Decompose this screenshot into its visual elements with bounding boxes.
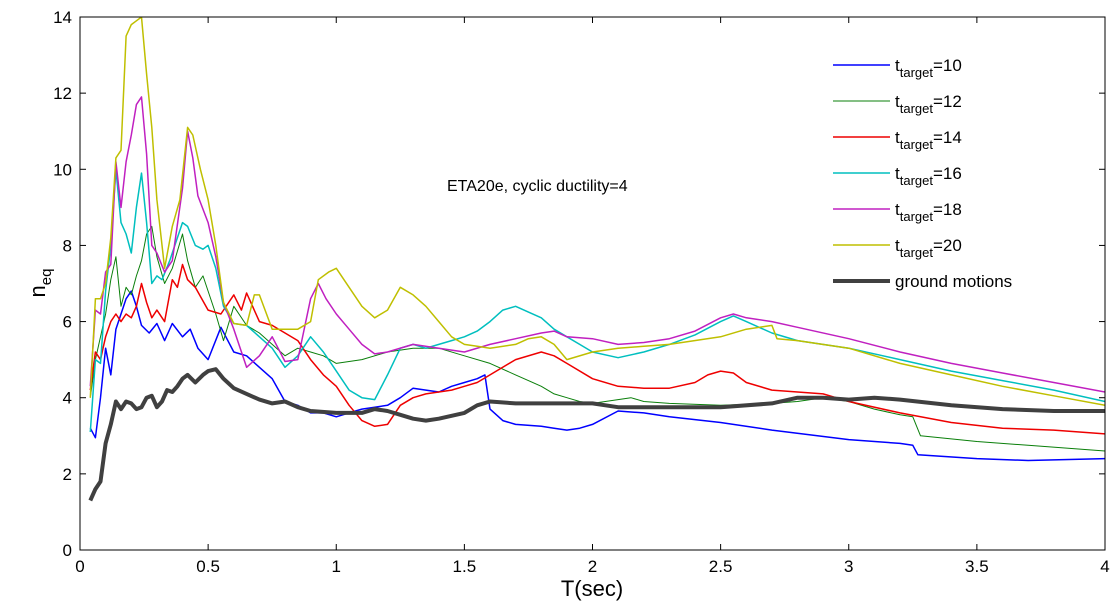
legend-label-suffix: =10 (933, 56, 962, 75)
legend-label-main: t (895, 56, 900, 75)
legend-label-sub: target (900, 209, 934, 224)
x-tick-label: 1 (332, 557, 341, 576)
legend-label-sub: target (900, 65, 934, 80)
series-layer (88, 17, 1105, 502)
legend: ttarget=10ttarget=12ttarget=14ttarget=16… (833, 56, 1012, 291)
legend-label-main: t (895, 236, 900, 255)
x-tick-label: 2.5 (709, 557, 733, 576)
legend-label-suffix: =14 (933, 128, 962, 147)
legend-label-1: ttarget=12 (895, 92, 962, 116)
x-tick-label: 0.5 (196, 557, 220, 576)
x-tick-label: 3 (844, 557, 853, 576)
legend-label-suffix: =18 (933, 200, 962, 219)
series-line-5 (89, 17, 1105, 407)
axis-ticks: 0 0.5 1 1.5 2 2.5 3 3.5 4 0 2 4 6 8 10 12 14 (53, 8, 1110, 576)
series-line-2 (89, 263, 1105, 435)
y-axis-title-main: n (25, 285, 50, 297)
legend-label-main: t (895, 128, 900, 147)
x-tick-label: 4 (1100, 557, 1109, 576)
y-tick-label: 0 (63, 541, 72, 560)
x-tick-label: 3.5 (965, 557, 989, 576)
legend-label-sub: target (900, 173, 934, 188)
series-line-3 (89, 168, 1105, 433)
legend-label-0: ttarget=10 (895, 56, 962, 80)
y-tick-label: 4 (63, 389, 72, 408)
legend-label-main: t (895, 200, 900, 219)
legend-label-suffix: =20 (933, 236, 962, 255)
legend-label-2: ttarget=14 (895, 128, 962, 152)
legend-label-main: t (895, 92, 900, 111)
legend-label-5: ttarget=20 (895, 236, 962, 260)
chart-annotation: ETA20e, cyclic ductility=4 (447, 178, 628, 195)
y-axis-title: neq (25, 269, 55, 298)
legend-label-suffix: =16 (933, 164, 962, 183)
legend-label-4: ttarget=18 (895, 200, 962, 224)
series-line-6 (88, 367, 1105, 502)
legend-label-sub: target (900, 245, 934, 260)
legend-label-3: ttarget=16 (895, 164, 962, 188)
y-tick-label: 10 (53, 160, 72, 179)
legend-label-main: t (895, 164, 900, 183)
y-axis-title-sub: eq (38, 269, 55, 286)
y-tick-label: 8 (63, 236, 72, 255)
x-tick-label: 2 (588, 557, 597, 576)
y-tick-label: 6 (63, 313, 72, 332)
x-axis-title: T(sec) (561, 576, 623, 601)
series-line-0 (89, 290, 1105, 462)
x-tick-label: 0 (75, 557, 84, 576)
legend-label-sub: target (900, 101, 934, 116)
y-tick-label: 12 (53, 84, 72, 103)
y-tick-label: 2 (63, 465, 72, 484)
legend-label-6: ground motions (895, 272, 1012, 291)
legend-label-suffix: =12 (933, 92, 962, 111)
y-tick-label: 14 (53, 8, 72, 27)
legend-label-sub: target (900, 137, 934, 152)
x-tick-label: 1.5 (453, 557, 477, 576)
legend-label-main: ground motions (895, 272, 1012, 291)
